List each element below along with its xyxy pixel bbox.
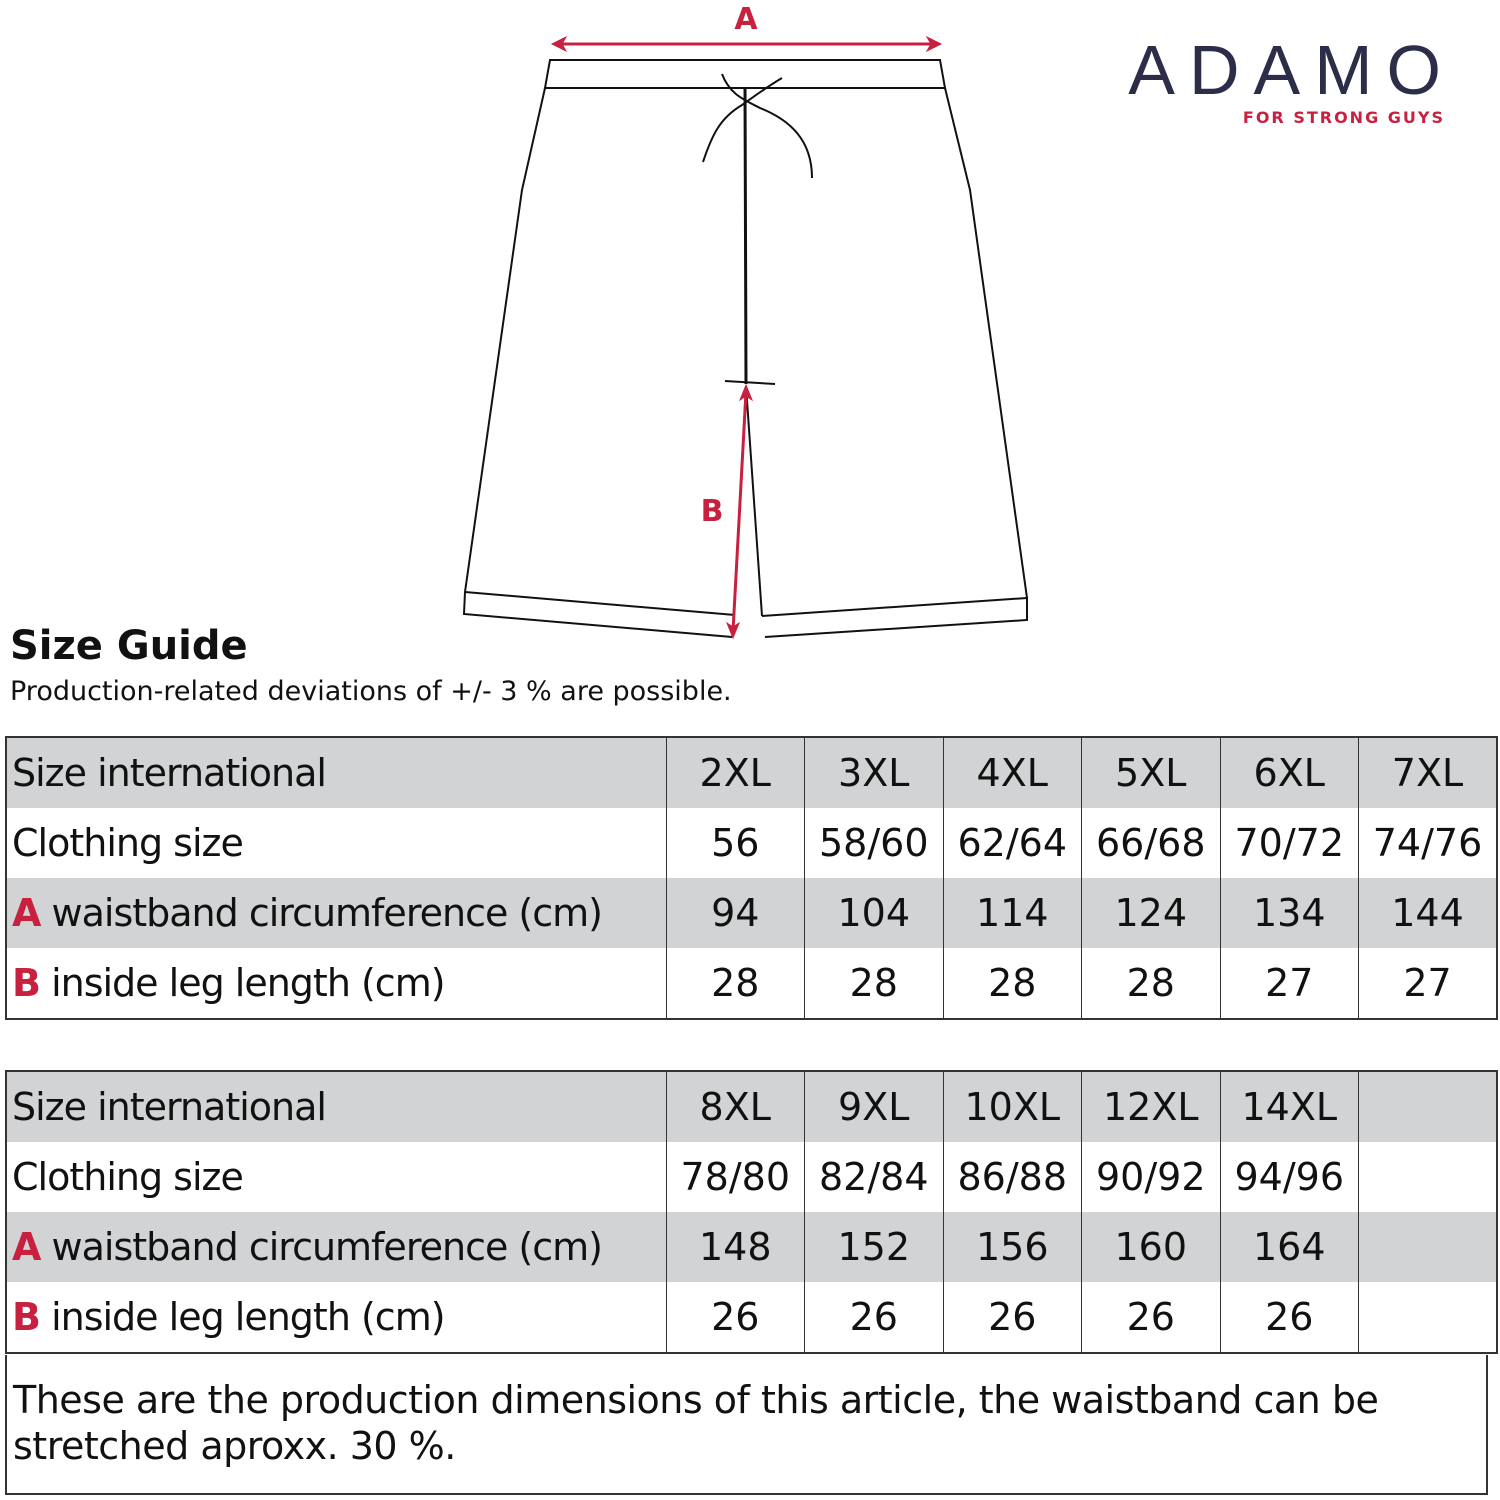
table-cell: 10XL — [942, 1071, 1082, 1142]
table-cell: 114 — [942, 878, 1082, 948]
table-cell: 104 — [804, 878, 943, 948]
row-label-text: waistband circumference (cm) — [51, 891, 603, 935]
table-cell: 28 — [665, 948, 805, 1019]
measure-letter: B — [12, 961, 41, 1005]
table-cell: 4XL — [942, 737, 1082, 808]
right-leg-outline — [764, 87, 1028, 638]
table-cell — [1358, 1142, 1497, 1212]
table-cell: 6XL — [1219, 737, 1359, 808]
clothing-row: Clothing size 56 58/60 62/64 66/68 70/72 74/76 — [6, 808, 1497, 878]
table-cell: 124 — [1081, 878, 1220, 948]
clothing-row: Clothing size 78/80 82/84 86/88 90/92 94/96 — [6, 1142, 1497, 1212]
table-cell: 27 — [1358, 948, 1497, 1019]
row-label-text: waistband circumference (cm) — [51, 1225, 603, 1269]
table-cell: 28 — [804, 948, 943, 1019]
row-label: B inside leg length (cm) — [6, 948, 666, 1019]
row-label: Size international — [6, 1071, 666, 1142]
shorts-diagram: A B — [462, 2, 1028, 640]
table-cell: 164 — [1219, 1212, 1359, 1282]
row-label: A waistband circumference (cm) — [6, 1212, 666, 1282]
waistband — [543, 59, 947, 89]
measure-letter: A — [12, 1225, 41, 1269]
table-cell: 28 — [1081, 948, 1220, 1019]
row-label: Clothing size — [6, 1142, 666, 1212]
stretch-note: These are the production dimensions of t… — [5, 1355, 1488, 1495]
row-label-text: Size international — [12, 1085, 327, 1129]
page-subtitle: Production-related deviations of +/- 3 %… — [10, 676, 732, 707]
table-cell: 14XL — [1219, 1071, 1359, 1142]
table-cell: 62/64 — [942, 808, 1082, 878]
brand-tagline: FOR STRONG GUYS — [1242, 108, 1445, 127]
row-label: B inside leg length (cm) — [6, 1282, 666, 1353]
measure-b-arrow — [731, 391, 748, 632]
inside-leg-row: B inside leg length (cm) 28 28 28 28 27 27 — [6, 948, 1497, 1019]
table-cell: 3XL — [804, 737, 943, 808]
label-b: B — [701, 494, 724, 529]
table-cell: 26 — [942, 1282, 1082, 1353]
row-label-text: Clothing size — [12, 1155, 244, 1199]
table-cell: 70/72 — [1219, 808, 1359, 878]
table-cell: 8XL — [665, 1071, 805, 1142]
table-cell: 7XL — [1358, 737, 1497, 808]
table-cell: 66/68 — [1081, 808, 1220, 878]
size-table-1: Size international 2XL 3XL 4XL 5XL 6XL 7XL Clot… — [5, 736, 1498, 1020]
size-row: Size international 8XL 9XL 10XL 12XL 14XL — [6, 1071, 1497, 1142]
page-title: Size Guide — [10, 623, 248, 669]
table-cell: 9XL — [804, 1071, 943, 1142]
table-cell: 28 — [942, 948, 1082, 1019]
waistband-row: A waistband circumference (cm) 94 104 114 12… — [6, 878, 1497, 948]
size-row: Size international 2XL 3XL 4XL 5XL 6XL 7XL — [6, 737, 1497, 808]
row-label-text: Clothing size — [12, 821, 244, 865]
table-cell: 56 — [665, 808, 805, 878]
row-label: Clothing size — [6, 808, 666, 878]
table-cell: 12XL — [1081, 1071, 1220, 1142]
measure-letter: A — [12, 891, 41, 935]
table-cell: 86/88 — [942, 1142, 1082, 1212]
inside-leg-row: B inside leg length (cm) 26 26 26 26 26 — [6, 1282, 1497, 1353]
table-cell: 78/80 — [665, 1142, 805, 1212]
table-cell: 58/60 — [804, 808, 943, 878]
table-cell: 144 — [1358, 878, 1497, 948]
measure-letter: B — [12, 1295, 41, 1339]
right-cuff-line — [761, 597, 1028, 617]
table-cell: 26 — [804, 1282, 943, 1353]
row-label-text: inside leg length (cm) — [51, 1295, 445, 1339]
table-cell — [1358, 1071, 1497, 1142]
table-cell: 26 — [1219, 1282, 1359, 1353]
row-label-text: inside leg length (cm) — [51, 961, 445, 1005]
label-a: A — [734, 2, 758, 37]
waistband-row: A waistband circumference (cm) 148 152 156 1… — [6, 1212, 1497, 1282]
table-cell — [1358, 1212, 1497, 1282]
table-cell: 27 — [1219, 948, 1359, 1019]
table-cell: 134 — [1219, 878, 1359, 948]
center-seam — [743, 87, 748, 385]
table-cell: 156 — [942, 1212, 1082, 1282]
table-cell: 90/92 — [1081, 1142, 1220, 1212]
table-cell: 5XL — [1081, 737, 1220, 808]
table-cell: 94/96 — [1219, 1142, 1359, 1212]
inseam-right — [745, 385, 763, 617]
drawstring — [721, 73, 813, 179]
row-label: A waistband circumference (cm) — [6, 878, 666, 948]
brand-name: ADAMO — [1128, 31, 1455, 109]
table-cell — [1358, 1282, 1497, 1353]
brand-logo: ADAMO FOR STRONG GUYS — [1085, 32, 1445, 128]
drawstring — [702, 77, 783, 163]
size-table-2: Size international 8XL 9XL 10XL 12XL 14XL Clot… — [5, 1070, 1498, 1354]
table-cell: 94 — [665, 878, 805, 948]
table-cell: 160 — [1081, 1212, 1220, 1282]
table-cell: 74/76 — [1358, 808, 1497, 878]
left-cuff-line — [464, 591, 736, 616]
row-label-text: Size international — [12, 751, 327, 795]
row-label: Size international — [6, 737, 666, 808]
table-cell: 26 — [665, 1282, 805, 1353]
left-leg-outline — [462, 87, 733, 638]
table-cell: 26 — [1081, 1282, 1220, 1353]
table-cell: 152 — [804, 1212, 943, 1282]
table-cell: 82/84 — [804, 1142, 943, 1212]
table-cell: 148 — [665, 1212, 805, 1282]
table-cell: 2XL — [665, 737, 805, 808]
crotch-tick — [724, 380, 776, 385]
